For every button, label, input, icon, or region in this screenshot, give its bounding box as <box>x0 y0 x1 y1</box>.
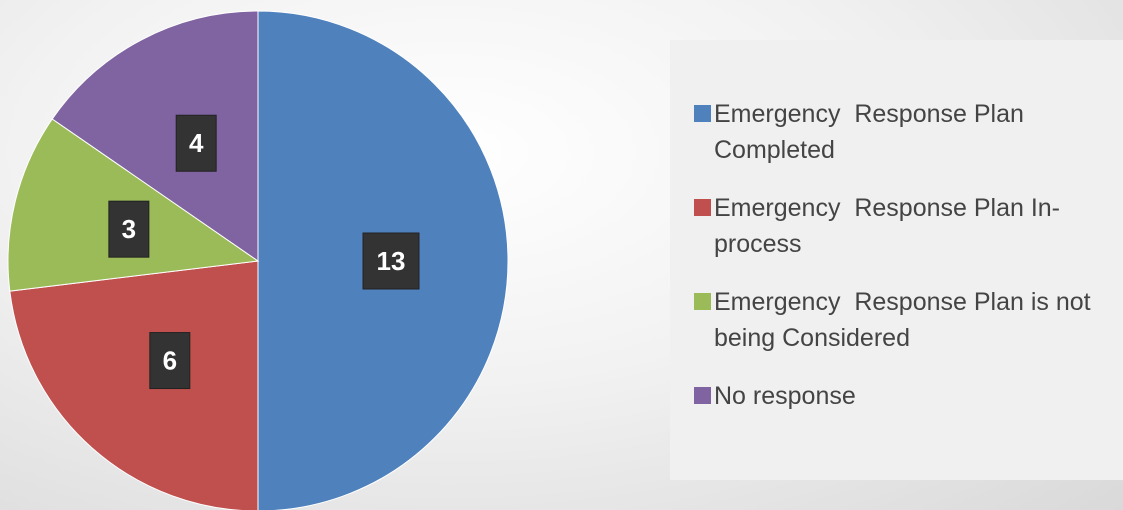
legend-swatch <box>694 199 711 216</box>
data-label: 4 <box>189 128 204 158</box>
legend-item: No response <box>694 378 1103 414</box>
legend-item: Emergency Response Plan is not being Con… <box>694 284 1103 356</box>
legend-label: Emergency Response Plan In-process <box>714 194 1061 258</box>
legend-swatch <box>694 387 711 404</box>
legend-label: Emergency Response Plan is not being Con… <box>714 288 1098 352</box>
data-label-box <box>108 200 150 258</box>
legend-swatch <box>694 293 711 310</box>
pie-slice <box>51 10 259 262</box>
legend-item: Emergency Response Plan Completed <box>694 96 1103 168</box>
data-label: 3 <box>122 214 136 244</box>
legend-item: Emergency Response Plan In-process <box>694 190 1103 262</box>
legend-label: Emergency Response Plan Completed <box>714 100 1031 164</box>
data-label-box <box>149 332 191 390</box>
legend-label: No response <box>714 382 856 410</box>
data-label: 6 <box>163 346 177 376</box>
data-label-box <box>362 232 420 290</box>
data-label-box <box>175 114 217 172</box>
pie-area: 13 6 3 4 <box>7 10 509 510</box>
pie-slice <box>9 260 259 510</box>
data-label: 13 <box>377 246 406 276</box>
legend-swatch <box>694 105 711 122</box>
legend: Emergency Response Plan Completed Emergen… <box>670 40 1123 480</box>
